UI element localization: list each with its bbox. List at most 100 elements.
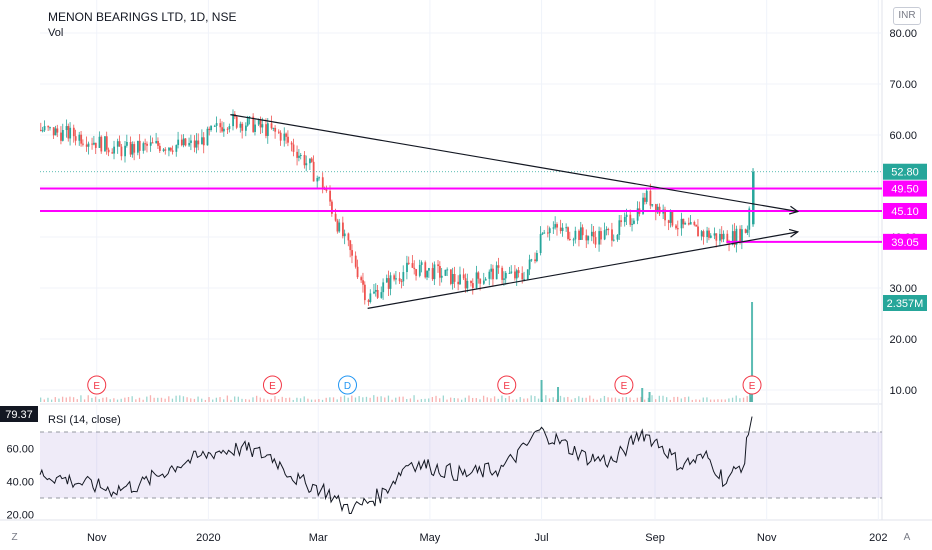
volume-bar (182, 396, 185, 402)
volume-bar (574, 398, 576, 402)
level-tag (883, 233, 927, 250)
volume-bar (142, 399, 144, 402)
candle-body (208, 128, 211, 131)
candle-body (587, 236, 590, 241)
volume-bar (212, 399, 214, 402)
x-tick-label: Nov (757, 532, 777, 544)
candle-body (380, 292, 383, 298)
volume-bar (171, 398, 174, 402)
candle-body (118, 141, 121, 147)
volume-bar (340, 396, 342, 402)
timezone-button[interactable]: Z (6, 529, 23, 547)
candle-body (142, 143, 145, 151)
candle-body (254, 124, 256, 132)
candle-body (689, 221, 692, 225)
volume-bar (486, 397, 488, 402)
candle-body (133, 144, 136, 153)
candle-body (620, 220, 623, 223)
volume-bar (406, 398, 408, 402)
volume-bar (94, 396, 97, 402)
candle-body (107, 149, 110, 153)
rsi-value-label: 79.37 (5, 409, 33, 421)
volume-bar (314, 399, 316, 402)
candle-body (726, 233, 729, 244)
candle-body (503, 278, 505, 280)
candle-body (484, 278, 487, 281)
candle-body (706, 230, 709, 237)
candle-body (151, 142, 154, 144)
volume-bar (362, 397, 364, 402)
volume-bar (728, 398, 730, 402)
volume-bar (113, 398, 115, 402)
candle-body (393, 275, 396, 280)
volume-bar (325, 397, 327, 402)
volume-spike (641, 388, 644, 402)
volume-bar (292, 399, 294, 402)
candle-body (510, 271, 513, 273)
trendline-arrow (788, 205, 800, 215)
volume-bar (307, 398, 309, 402)
candle-body (426, 270, 429, 278)
auto-scale-button[interactable]: A (898, 529, 916, 547)
event-marker (742, 375, 762, 395)
candle-body (655, 204, 657, 213)
candle-body (501, 267, 504, 280)
volume-bar (266, 399, 269, 402)
volume-bar (395, 397, 397, 402)
volume-bar (310, 399, 313, 402)
candle-body (594, 237, 597, 245)
candle-body (318, 177, 321, 179)
candle-body (719, 233, 721, 241)
candle-body (561, 227, 564, 232)
x-tick-label: 2020 (196, 532, 220, 544)
candle-body (554, 224, 557, 228)
volume-bar (695, 399, 697, 402)
event-marker (262, 375, 282, 395)
volume-bar (684, 397, 686, 402)
volume-bar (534, 396, 536, 402)
candle-body (261, 124, 264, 128)
candle-body (85, 144, 88, 147)
candle-body (387, 278, 390, 289)
volume-bar (219, 397, 221, 402)
volume-bar (636, 397, 639, 402)
candle-body (82, 143, 84, 145)
candle-body (329, 190, 332, 202)
rsi-label: RSI (14, close) (48, 414, 121, 426)
volume-bar (464, 397, 466, 402)
candle-body (536, 253, 538, 262)
volume-bar (717, 399, 719, 402)
event-marker-label: E (269, 381, 276, 392)
candle-body (746, 229, 749, 233)
candle-body (490, 268, 493, 272)
candle-body (162, 149, 165, 151)
candle-body (61, 130, 64, 141)
volume-bar (54, 397, 56, 402)
candle-body (579, 227, 582, 240)
candle-body (744, 229, 747, 233)
candle-body (193, 140, 196, 148)
candle-body (60, 132, 62, 141)
volume-bar (270, 398, 272, 402)
candle-body-last (752, 171, 755, 225)
volume-bar (255, 395, 258, 402)
candle-body (131, 144, 134, 155)
candle-body (105, 136, 108, 150)
candle-body (400, 281, 403, 283)
volume-label: Vol (48, 27, 64, 39)
candle-body (722, 233, 725, 240)
volume-bar (149, 395, 152, 402)
volume-bar (420, 399, 423, 402)
candle-body (334, 213, 337, 221)
volume-bar (299, 398, 302, 402)
volume-spike (540, 380, 543, 402)
candle-body (556, 224, 558, 228)
volume-bar (607, 397, 609, 402)
candle-body (611, 229, 613, 241)
volume-bar (622, 397, 624, 402)
currency-button[interactable]: INR (893, 7, 921, 25)
event-marker-label: E (621, 381, 628, 392)
candle-body (585, 235, 588, 241)
candle-body (120, 146, 123, 157)
